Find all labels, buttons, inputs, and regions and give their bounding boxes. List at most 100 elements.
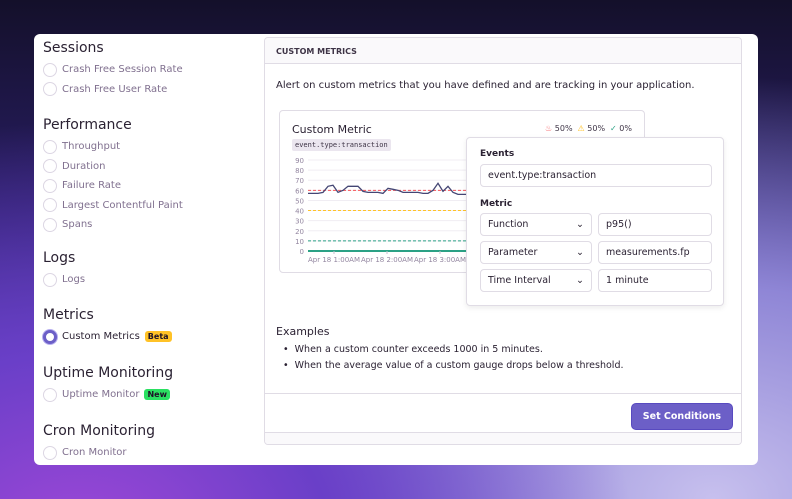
radio-button[interactable] <box>43 445 57 460</box>
radio-button[interactable] <box>43 329 57 344</box>
series-line <box>308 182 468 196</box>
radio-button[interactable] <box>43 198 57 213</box>
events-input[interactable]: event.type:transaction <box>480 164 712 187</box>
examples-title: Examples <box>276 325 330 338</box>
panel-footer: Set Conditions <box>265 393 741 434</box>
alert-type-card: Sessions Crash Free Session Rate Crash Fre… <box>34 34 758 465</box>
y-tick-label: 0 <box>300 248 304 256</box>
chevron-down-icon: ⌄ <box>576 247 584 258</box>
y-tick-label: 40 <box>295 208 304 216</box>
y-tick-label: 10 <box>295 238 304 246</box>
x-tick-label: Apr 18 2:00AM <box>361 256 413 264</box>
option-label: Failure Rate <box>62 180 122 192</box>
function-select[interactable]: Function ⌄ <box>480 213 592 236</box>
alert-option[interactable]: Duration <box>43 157 183 177</box>
parameter-input[interactable]: measurements.fp <box>598 241 712 264</box>
parameter-label: Parameter <box>488 247 538 258</box>
critical-stat: ♨ 50% <box>545 124 573 133</box>
x-tick-label: Apr 18 1:00AM <box>308 256 360 264</box>
alert-option[interactable]: Throughput <box>43 137 183 157</box>
x-tick-label: Apr 18 3:00AM <box>414 256 466 264</box>
alert-option[interactable]: Crash Free Session Rate <box>43 60 183 80</box>
example-text: When the average value of a custom gauge… <box>294 360 624 371</box>
section-performance: Performance Throughput Duration Failure Rat… <box>43 117 183 235</box>
radio-button[interactable] <box>43 159 57 174</box>
section-title: Logs <box>43 250 76 266</box>
alert-option[interactable]: Failure Rate <box>43 176 183 196</box>
set-conditions-button[interactable]: Set Conditions <box>630 403 733 430</box>
section-uptime-monitoring: Uptime Monitoring Uptime Monitor New <box>43 365 173 405</box>
metric-label: Metric <box>480 199 513 209</box>
y-tick-label: 90 <box>295 157 304 165</box>
option-label: Uptime Monitor <box>62 389 140 401</box>
section-title: Performance <box>43 117 132 133</box>
warning-value: 50% <box>587 124 606 133</box>
option-label: Spans <box>62 219 93 231</box>
alert-option[interactable]: Cron Monitor <box>43 443 155 463</box>
alert-option[interactable]: Spans <box>43 215 183 235</box>
example-item: • When the average value of a custom gau… <box>283 360 624 371</box>
events-label: Events <box>480 149 515 159</box>
y-tick-label: 80 <box>295 167 304 175</box>
panel-bottom-bar <box>265 432 741 444</box>
option-badge: New <box>144 389 170 401</box>
option-label: Logs <box>62 274 86 286</box>
alert-option[interactable]: Uptime Monitor New <box>43 385 173 405</box>
function-input[interactable]: p95() <box>598 213 712 236</box>
section-title: Uptime Monitoring <box>43 365 174 381</box>
example-text: When a custom counter exceeds 1000 in 5 … <box>294 344 543 355</box>
y-tick-label: 50 <box>295 197 304 205</box>
radio-button[interactable] <box>43 82 57 97</box>
option-label: Throughput <box>62 141 121 153</box>
fire-icon: ♨ <box>545 124 553 133</box>
radio-button[interactable] <box>43 62 57 77</box>
section-title: Metrics <box>43 307 94 323</box>
radio-button[interactable] <box>43 139 57 154</box>
interval-label: Time Interval <box>488 275 551 286</box>
option-label: Crash Free User Rate <box>62 83 168 95</box>
chevron-down-icon: ⌄ <box>576 275 584 286</box>
interval-select[interactable]: Time Interval ⌄ <box>480 269 592 292</box>
alert-option[interactable]: Custom Metrics Beta <box>43 327 172 347</box>
chevron-down-icon: ⌄ <box>576 219 584 230</box>
chart-query: event.type:transaction <box>292 139 391 151</box>
chart-title: Custom Metric <box>292 123 372 136</box>
check-circle-icon: ✓ <box>610 124 617 133</box>
alert-option[interactable]: Largest Contentful Paint <box>43 196 183 216</box>
resolved-value: 0% <box>619 124 632 133</box>
option-label: Custom Metrics <box>62 331 140 343</box>
option-badge: Beta <box>144 331 172 343</box>
section-title: Cron Monitoring <box>43 423 155 439</box>
interval-input[interactable]: 1 minute <box>598 269 712 292</box>
example-item: • When a custom counter exceeds 1000 in … <box>283 344 543 355</box>
custom-metrics-panel: CUSTOM METRICS Alert on custom metrics t… <box>264 37 742 445</box>
y-tick-label: 30 <box>295 218 304 226</box>
chart-stats: ♨ 50% ⚠ 50% ✓ 0% <box>545 124 632 133</box>
resolved-stat: ✓ 0% <box>610 124 632 133</box>
option-label: Crash Free Session Rate <box>62 64 183 76</box>
y-tick-label: 70 <box>295 177 304 185</box>
radio-button[interactable] <box>43 387 57 402</box>
section-logs: Logs Logs <box>43 250 85 290</box>
panel-header: CUSTOM METRICS <box>265 38 741 64</box>
radio-button[interactable] <box>43 178 57 193</box>
section-metrics: Metrics Custom Metrics Beta <box>43 307 172 347</box>
radio-button[interactable] <box>43 272 57 287</box>
parameter-select[interactable]: Parameter ⌄ <box>480 241 592 264</box>
radio-button[interactable] <box>43 217 57 232</box>
alert-option[interactable]: Logs <box>43 270 85 290</box>
warning-stat: ⚠ 50% <box>578 124 606 133</box>
warning-icon: ⚠ <box>577 124 585 133</box>
section-sessions: Sessions Crash Free Session Rate Crash Fre… <box>43 40 183 99</box>
option-label: Duration <box>62 160 106 172</box>
section-cron-monitoring: Cron Monitoring Cron Monitor <box>43 423 155 463</box>
y-tick-label: 20 <box>295 228 304 236</box>
y-tick-label: 60 <box>295 187 304 195</box>
function-value: p95() <box>606 219 632 230</box>
critical-value: 50% <box>554 124 573 133</box>
query-popover: Events event.type:transaction Metric Fun… <box>466 137 724 306</box>
alert-option[interactable]: Crash Free User Rate <box>43 80 183 100</box>
section-title: Sessions <box>43 40 104 56</box>
preview-chart-card: Custom Metric event.type:transaction ♨ 5… <box>279 110 724 306</box>
parameter-value: measurements.fp <box>606 247 690 258</box>
